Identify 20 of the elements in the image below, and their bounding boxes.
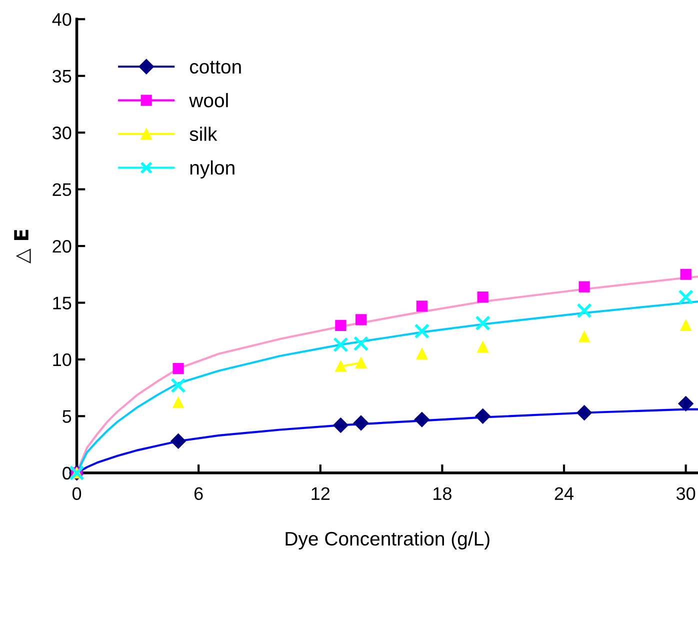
y-tick-label: 5 <box>62 410 72 423</box>
x-tick-label: 18 <box>434 487 452 500</box>
legend-label: silk <box>190 126 218 141</box>
y-tick-label: 35 <box>52 70 72 83</box>
x-tick-label: 30 <box>676 487 696 500</box>
y-tick-label: 40 <box>52 13 72 26</box>
x-axis-title: Dye Concentration (g/L) <box>286 531 490 550</box>
x-tick-label: 6 <box>194 487 203 500</box>
legend-label: cotton <box>190 60 241 74</box>
y-tick-label: 10 <box>53 353 72 366</box>
x-tick-label: 12 <box>312 487 330 500</box>
y-tick-label: 15 <box>53 296 72 310</box>
y-tick-label: 25 <box>52 183 72 196</box>
legend-label: nylon <box>190 160 234 179</box>
y-tick-label: 30 <box>52 126 72 140</box>
x-tick-label: 24 <box>554 487 574 500</box>
x-tick-label: 0 <box>72 487 82 500</box>
legend-label: wool <box>189 93 228 108</box>
y-tick-label: 20 <box>52 240 72 253</box>
y-axis-title: △ E <box>14 230 31 264</box>
